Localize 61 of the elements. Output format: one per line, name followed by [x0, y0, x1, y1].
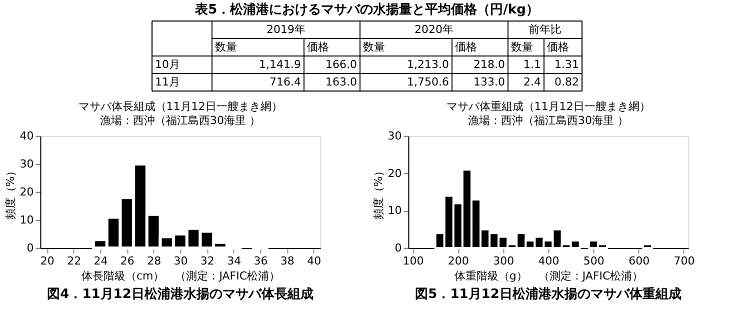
x-tick-label: 34 — [227, 254, 242, 268]
text: 133.0 — [474, 75, 505, 88]
text: 2.4 — [524, 75, 541, 88]
x-tick-label: 600 — [628, 254, 650, 268]
text: 価格 — [307, 40, 329, 54]
x-tick-label: 26 — [120, 254, 134, 268]
x-tick-label: 40 — [307, 254, 322, 268]
y-axis-title: 頻度（%） — [4, 165, 17, 220]
caption: 図5．11月12日松浦港水揚のマサバ体重組成 — [415, 286, 682, 302]
y-tick-label: 0 — [394, 242, 402, 254]
x-tick-label: 38 — [280, 254, 294, 268]
text: 1.31 — [554, 58, 579, 71]
x-tick-label: 700 — [674, 254, 695, 268]
x-axis-title: 体長階級（cm） （測定：JAFIC松浦） — [81, 270, 280, 282]
y-tick-label: 40 — [20, 130, 34, 142]
text: 163.0 — [326, 75, 357, 88]
y-tick-label: 20 — [20, 186, 34, 198]
x-tick-label: 400 — [538, 254, 560, 268]
x-tick-label: 36 — [254, 254, 268, 268]
text: 価格 — [455, 40, 477, 54]
text: 716.4 — [270, 75, 301, 88]
chart-title: マサバ体長組成（11月12日一艘まき網） — [78, 100, 282, 113]
x-tick-label: 200 — [448, 254, 469, 268]
y-tick-label: 0 — [26, 242, 34, 254]
text: 1.1 — [524, 58, 541, 71]
text: 数量 — [215, 40, 237, 54]
y-tick-label: 10 — [388, 204, 402, 218]
x-axis-title: 体重階級（g） （測定：JAFIC松浦） — [454, 270, 644, 282]
text: 前年比 — [528, 22, 562, 36]
text: 1,750.6 — [407, 75, 449, 88]
text: 数量 — [511, 40, 533, 54]
chart-subtitle: 漁場：西沖（福江島西30海里 ） — [100, 114, 261, 127]
chart-title: マサバ体重組成（11月12日一艘まき網） — [446, 100, 650, 113]
x-tick-label: 300 — [493, 254, 514, 268]
text: 0.82 — [554, 75, 579, 88]
text: 1,213.0 — [407, 58, 449, 71]
y-axis-title: 頻度（%） — [372, 165, 385, 220]
x-tick-label: 20 — [40, 254, 54, 268]
x-tick-label: 28 — [147, 254, 162, 268]
text: 218.0 — [474, 58, 505, 71]
x-tick-label: 32 — [200, 254, 214, 268]
text: 2019年 — [266, 22, 306, 36]
text: 1,141.9 — [259, 58, 301, 71]
text: 2020年 — [414, 22, 454, 36]
y-tick-label: 20 — [388, 166, 402, 180]
y-tick-label: 10 — [20, 214, 34, 226]
text: 表5．松浦港におけるマサバの水揚量と平均価格（円/kg） — [194, 2, 539, 18]
x-tick-label: 24 — [94, 254, 108, 268]
text: 11月 — [155, 75, 180, 88]
caption: 図4．11月12日松浦港水揚のマサバ体長組成 — [47, 287, 314, 302]
x-tick-label: 30 — [174, 254, 188, 268]
text: 166.0 — [326, 58, 357, 71]
text: 10月 — [155, 58, 180, 71]
text: 価格 — [547, 40, 569, 54]
x-tick-label: 100 — [402, 254, 424, 268]
y-tick-label: 30 — [388, 130, 402, 142]
x-tick-label: 500 — [583, 254, 604, 268]
x-tick-label: 22 — [67, 254, 82, 268]
chart-subtitle: 漁場：西沖（福江島西30海里 ） — [468, 114, 629, 127]
text: 数量 — [363, 40, 385, 54]
y-tick-label: 30 — [20, 158, 34, 170]
